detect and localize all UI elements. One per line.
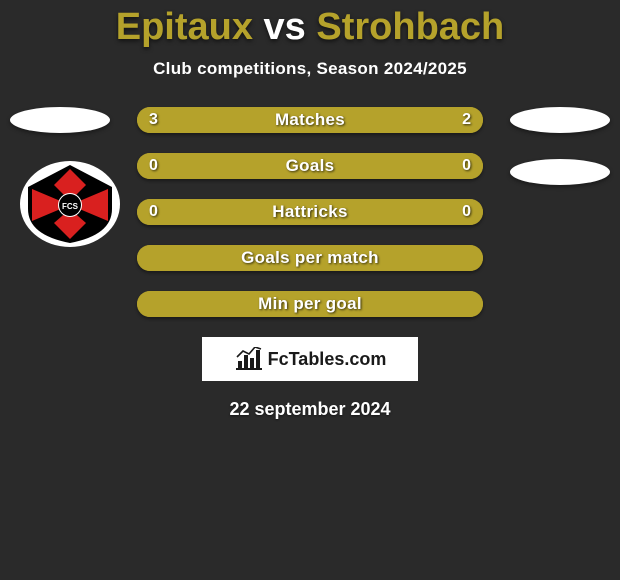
bar-row-matches: Matches3 2 bbox=[137, 107, 483, 133]
comparison-panel: FCS Matches32Goals00Hattricks00Goals per… bbox=[0, 107, 620, 317]
bar-chart-icon bbox=[234, 347, 264, 371]
title-vs: vs bbox=[253, 6, 316, 48]
title-right: Strohbach bbox=[316, 6, 504, 48]
bar-value-right: 0 bbox=[462, 153, 471, 179]
bar-row-goals-per-match: Goals per match bbox=[137, 245, 483, 271]
bar-row-goals: Goals0 0 bbox=[137, 153, 483, 179]
subtitle: Club competitions, Season 2024/2025 bbox=[0, 59, 620, 79]
bar-row-min-per-goal: Min per goal bbox=[137, 291, 483, 317]
right-club-oval bbox=[510, 159, 610, 185]
club-logo-text: FCS bbox=[62, 202, 79, 211]
left-player-oval bbox=[10, 107, 110, 133]
page-title: Epitaux vs Strohbach bbox=[0, 0, 620, 49]
bar-label: Goals bbox=[137, 153, 483, 179]
bar-value-left: 3 bbox=[149, 107, 158, 133]
bar-row-hattricks: Hattricks0 0 bbox=[137, 199, 483, 225]
bar-value-left: 0 bbox=[149, 153, 158, 179]
bar-value-right: 0 bbox=[462, 199, 471, 225]
comparison-bars: Matches32Goals00Hattricks00Goals per mat… bbox=[137, 107, 483, 317]
left-club-logo: FCS bbox=[20, 161, 120, 247]
bar-label: Hattricks bbox=[137, 199, 483, 225]
bar-label: Min per goal bbox=[137, 291, 483, 317]
bar-value-right: 2 bbox=[462, 107, 471, 133]
title-left: Epitaux bbox=[116, 6, 253, 48]
bar-label: Matches bbox=[137, 107, 483, 133]
right-player-oval bbox=[510, 107, 610, 133]
bar-label: Goals per match bbox=[137, 245, 483, 271]
watermark-text: FcTables.com bbox=[268, 349, 387, 370]
date-label: 22 september 2024 bbox=[0, 399, 620, 420]
watermark: FcTables.com bbox=[202, 337, 418, 381]
bar-value-left: 0 bbox=[149, 199, 158, 225]
